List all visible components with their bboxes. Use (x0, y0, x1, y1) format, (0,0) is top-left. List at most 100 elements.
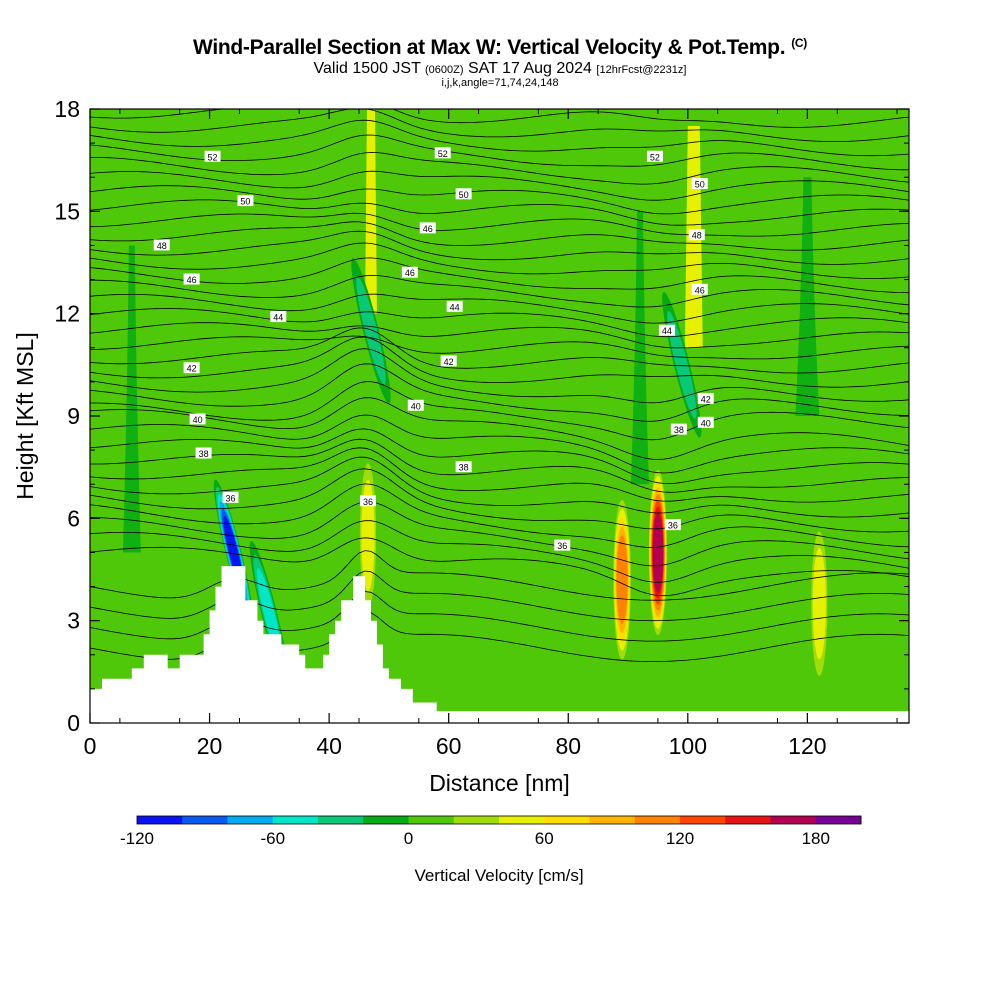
theta-label: 46 (691, 283, 708, 295)
theta-label-text: 46 (405, 268, 415, 278)
theta-label-bg (222, 491, 239, 503)
theta-label-text: 38 (199, 449, 209, 459)
theta-label: 40 (697, 416, 714, 428)
theta-line (90, 336, 909, 388)
x-tick-label: 80 (555, 733, 581, 759)
theta-label: 38 (670, 423, 687, 435)
theta-label-text: 46 (423, 224, 433, 234)
w-plume (499, 109, 530, 314)
theta-label: 44 (270, 311, 287, 323)
theta-label-bg (554, 539, 571, 551)
y-tick-label: 6 (67, 505, 80, 531)
theta-label: 52 (434, 147, 451, 159)
colorbar-swatch (227, 816, 274, 824)
y-tick-label: 0 (67, 710, 80, 736)
colorbar-label: Vertical Velocity [cm/s] (414, 866, 583, 885)
theta-label: 46 (183, 273, 200, 285)
colorbar-swatch (725, 816, 771, 824)
colorbar-tick-label: 120 (666, 829, 694, 848)
theta-line (90, 501, 909, 567)
x-tick-label: 0 (84, 733, 97, 759)
theta-label-text: 52 (438, 149, 448, 159)
theta-line (90, 212, 909, 237)
colorbar-swatch (680, 816, 726, 824)
colorbar-swatch (589, 816, 636, 824)
theta-label: 52 (646, 150, 663, 162)
theta-label-text: 42 (701, 394, 711, 404)
w-plume (233, 109, 258, 314)
theta-label-bg (691, 178, 708, 190)
w-plume (122, 245, 141, 553)
theta-line (90, 327, 909, 374)
theta-label-bg (270, 311, 287, 323)
theta-label: 50 (691, 178, 708, 190)
colorbar-swatch (453, 816, 500, 824)
theta-line (90, 109, 909, 142)
theta-line (90, 520, 909, 583)
colorbar-swatch (544, 816, 590, 824)
theta-line (90, 170, 909, 201)
theta-label: 46 (419, 222, 436, 234)
theta-label: 40 (189, 413, 206, 425)
theta-line (90, 363, 909, 422)
theta-line (90, 438, 909, 493)
theta-label-text: 44 (662, 326, 672, 336)
theta-line (90, 335, 909, 360)
w-contour (667, 310, 697, 419)
theta-label: 38 (195, 447, 212, 459)
colorbar-swatch (770, 816, 817, 824)
theta-label: 36 (359, 495, 376, 507)
theta-label-text: 44 (273, 313, 283, 323)
theta-label-text: 42 (187, 364, 197, 374)
colorbar-swatch (363, 816, 409, 824)
grid-params: i,j,k,angle=71,74,24,148 (441, 77, 559, 89)
theta-label-text: 36 (668, 521, 678, 531)
theta-label: 48 (688, 229, 705, 241)
x-tick-label: 20 (197, 733, 223, 759)
theta-label-bg (658, 324, 675, 336)
theta-line (90, 152, 909, 185)
theta-label-text: 50 (240, 197, 250, 207)
w-contour (356, 276, 386, 385)
valid-prefix: Valid 1500 JST (313, 60, 421, 77)
valid-utc: (0600Z) (425, 64, 464, 76)
theta-line (90, 221, 909, 251)
theta-label-bg (691, 283, 708, 295)
theta-line (90, 199, 909, 226)
colorbar-swatch (182, 816, 228, 824)
theta-label: 50 (455, 188, 472, 200)
w-plume (753, 109, 790, 382)
theta-label: 36 (554, 539, 571, 551)
theta-label-bg (434, 147, 451, 159)
theta-line (90, 381, 909, 441)
theta-label-bg (204, 150, 221, 162)
theta-label-text: 38 (674, 425, 684, 435)
theta-label-bg (646, 150, 663, 162)
theta-line (90, 185, 909, 215)
w-plume (720, 109, 751, 314)
theta-label-bg (183, 362, 200, 374)
x-tick-label: 100 (669, 733, 707, 759)
theta-label: 42 (697, 392, 714, 404)
w-contour (812, 547, 826, 660)
theta-line (90, 483, 909, 548)
plot-area: 52 52 52 50 50 50 48 48 46 46 46 46 44 44 44 42 42 42 40 40… (90, 109, 909, 723)
theta-label-bg (455, 188, 472, 200)
w-contour (652, 512, 664, 593)
theta-label: 44 (658, 324, 675, 336)
theta-label-bg (189, 413, 206, 425)
y-tick-label: 12 (54, 301, 80, 327)
theta-label-text: 48 (692, 231, 702, 241)
w-plume (631, 211, 649, 485)
theta-label: 46 (401, 266, 418, 278)
colorbar-swatch (634, 816, 681, 824)
theta-label: 38 (455, 461, 472, 473)
theta-label-text: 50 (695, 180, 705, 190)
theta-label-bg (401, 266, 418, 278)
valid-date: SAT 17 Aug 2024 (468, 60, 592, 77)
theta-line (90, 274, 909, 308)
colorbar-tick-label: -60 (260, 829, 285, 848)
theta-label-bg (670, 423, 687, 435)
theta-label-text: 52 (650, 152, 660, 162)
